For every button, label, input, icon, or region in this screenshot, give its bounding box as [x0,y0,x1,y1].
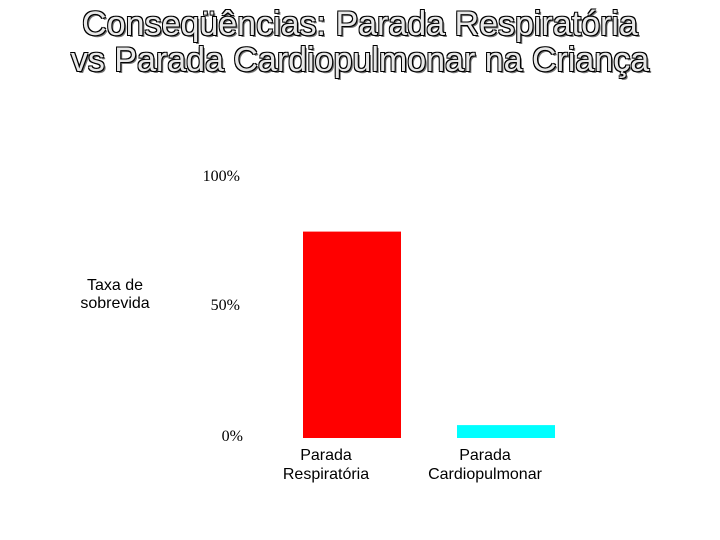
y-axis-label: Taxa de sobrevida [80,277,150,312]
x-tick-line: Respiratória [282,466,370,483]
chart-title: Conseqüências: Parada Respiratória vs Pa… [0,6,720,78]
y-tick-50: 50% [210,297,240,314]
chart-title-line-1: Conseqüências: Parada Respiratória [82,5,638,43]
x-tick-line: Parada [459,447,511,464]
x-tick-parada-cardiopulmonar: Parada Cardiopulmonar [405,446,565,484]
x-tick-parada-respiratoria: Parada Respiratória [246,446,406,484]
chart-title-line-2: vs Parada Cardiopulmonar na Criança [70,41,650,79]
y-tick-0: 0% [221,428,243,445]
y-tick-100: 100% [202,168,240,185]
x-tick-line: Parada [300,447,352,464]
x-tick-line: Cardiopulmonar [428,466,542,483]
bar-parada-cardiopulmonar [457,425,555,438]
bar-parada-respiratoria [303,231,401,438]
